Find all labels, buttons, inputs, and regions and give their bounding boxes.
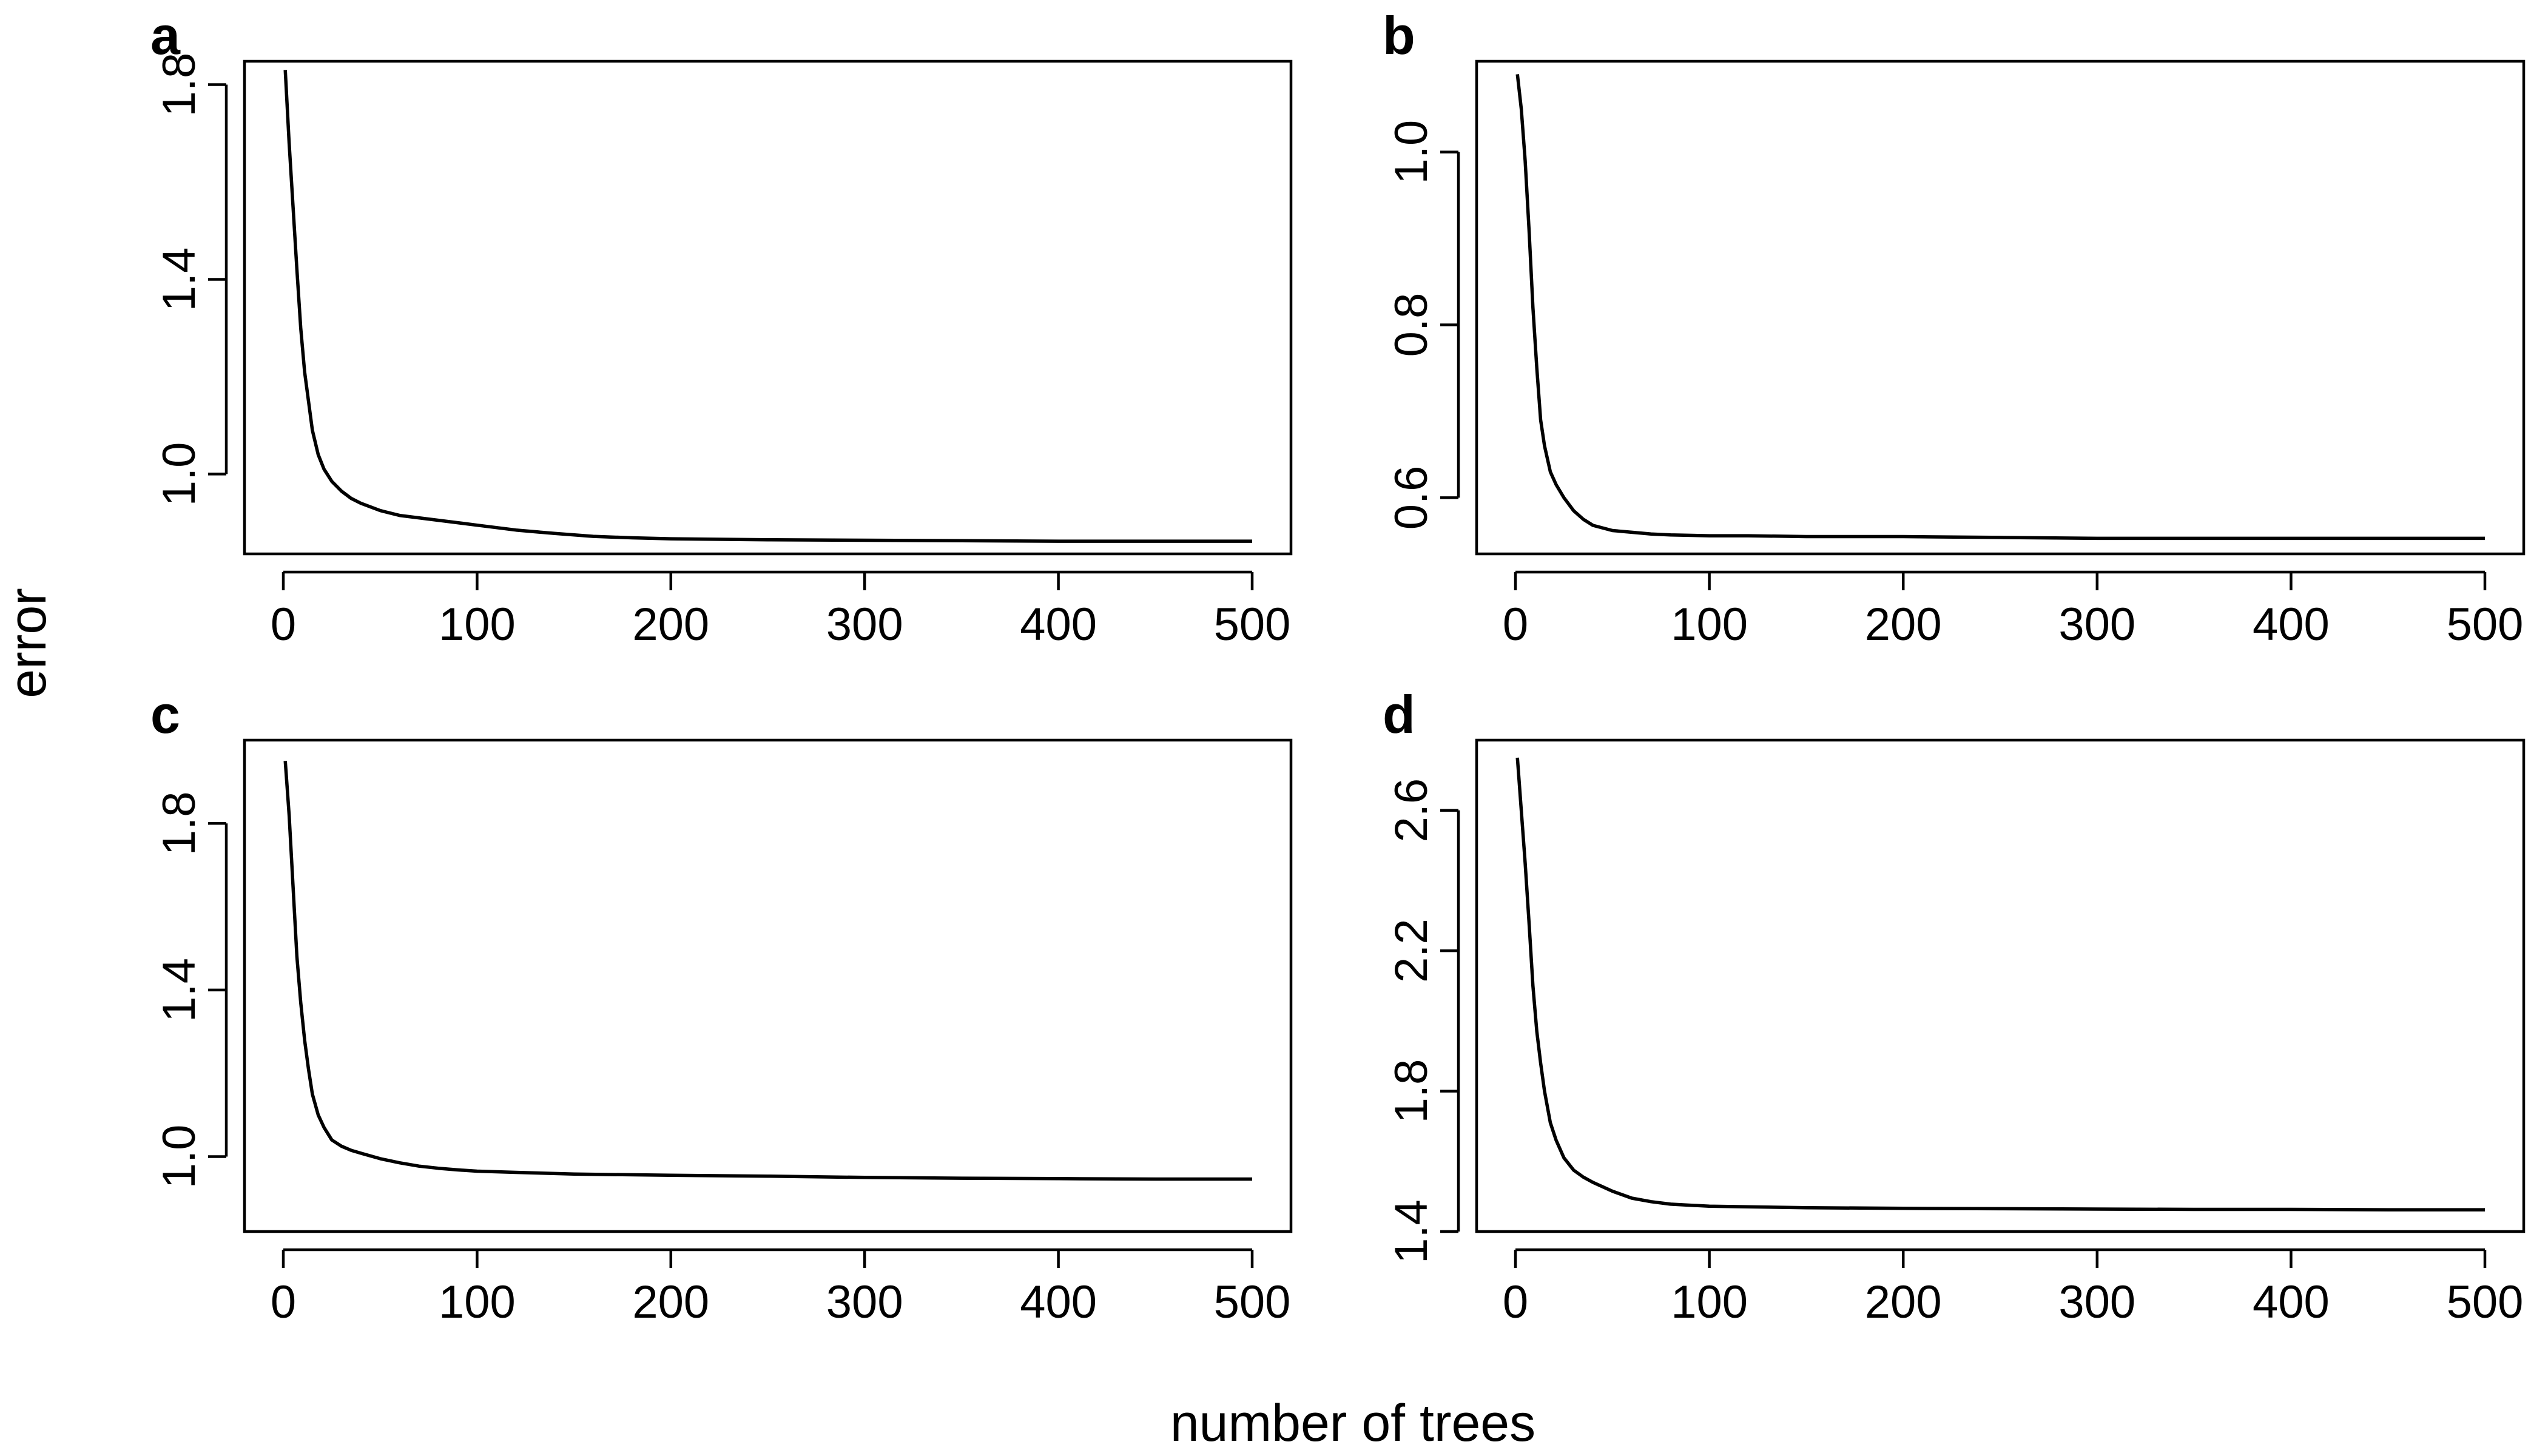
series-line <box>283 70 1252 543</box>
y-tick-label: 2.6 <box>1386 778 1437 843</box>
plot-frame <box>243 738 1293 1233</box>
x-tick-label: 300 <box>2058 1276 2135 1328</box>
x-tick-label: 100 <box>1671 599 1748 650</box>
y-axis-title: error <box>0 588 57 698</box>
plot-frame <box>1475 59 2526 556</box>
x-tick-label: 0 <box>1503 599 1528 650</box>
series-line <box>1515 74 2485 541</box>
y-tick-label: 1.8 <box>153 53 205 117</box>
x-tick-label: 100 <box>1671 1276 1748 1328</box>
x-tick-label: 400 <box>2253 599 2330 650</box>
panel-label: d <box>1383 684 1415 744</box>
panel-label: a <box>150 5 181 66</box>
series-line <box>1515 757 2485 1212</box>
panels: a 0 100 200 300 400 500 1.0 1.4 1.8 b 0 100 200 300 400… <box>150 5 2526 1328</box>
y-tick-label: 2.2 <box>1386 918 1437 983</box>
series-line <box>283 761 1252 1181</box>
x-axis-title: number of trees <box>1170 1394 1535 1452</box>
x-tick-label: 300 <box>826 599 903 650</box>
plot-frame <box>243 59 1293 556</box>
panel-label: c <box>150 684 180 744</box>
x-tick-label: 0 <box>1503 1276 1528 1328</box>
x-tick-label: 100 <box>439 1276 516 1328</box>
x-tick-label: 300 <box>826 1276 903 1328</box>
x-tick-label: 500 <box>1214 599 1291 650</box>
y-tick-label: 1.0 <box>1386 120 1437 184</box>
panel-label: b <box>1383 5 1415 66</box>
x-tick-label: 200 <box>1865 599 1942 650</box>
y-tick-label: 1.8 <box>1386 1059 1437 1124</box>
x-tick-label: 100 <box>439 599 516 650</box>
x-tick-label: 300 <box>2058 599 2135 650</box>
panel-c: c 0 100 200 300 400 500 1.0 1.4 1.8 <box>150 684 1293 1328</box>
y-tick-label: 0.6 <box>1386 466 1437 530</box>
x-tick-label: 200 <box>632 1276 709 1328</box>
y-tick-label: 1.0 <box>153 442 205 507</box>
x-tick-label: 400 <box>2253 1276 2330 1328</box>
x-tick-label: 200 <box>632 599 709 650</box>
x-tick-label: 0 <box>271 1276 296 1328</box>
y-tick-label: 1.4 <box>153 248 205 312</box>
panel-a: a 0 100 200 300 400 500 1.0 1.4 1.8 <box>150 5 1293 650</box>
x-tick-label: 0 <box>271 599 296 650</box>
x-tick-label: 200 <box>1865 1276 1942 1328</box>
x-tick-label: 400 <box>1020 1276 1097 1328</box>
plot-frame <box>1475 738 2526 1233</box>
y-tick-label: 1.0 <box>153 1125 205 1189</box>
panel-b: b 0 100 200 300 400 500 0.6 0.8 1.0 <box>1383 5 2526 650</box>
x-tick-label: 500 <box>2447 1276 2524 1328</box>
x-tick-label: 500 <box>2447 599 2524 650</box>
x-tick-label: 500 <box>1214 1276 1291 1328</box>
panel-d: d 0 100 200 300 400 500 1.4 1.8 2.2 2.6 <box>1383 684 2526 1328</box>
x-tick-label: 400 <box>1020 599 1097 650</box>
y-tick-label: 0.8 <box>1386 293 1437 357</box>
y-tick-label: 1.8 <box>153 791 205 855</box>
y-tick-label: 1.4 <box>1386 1199 1437 1264</box>
y-tick-label: 1.4 <box>153 958 205 1022</box>
